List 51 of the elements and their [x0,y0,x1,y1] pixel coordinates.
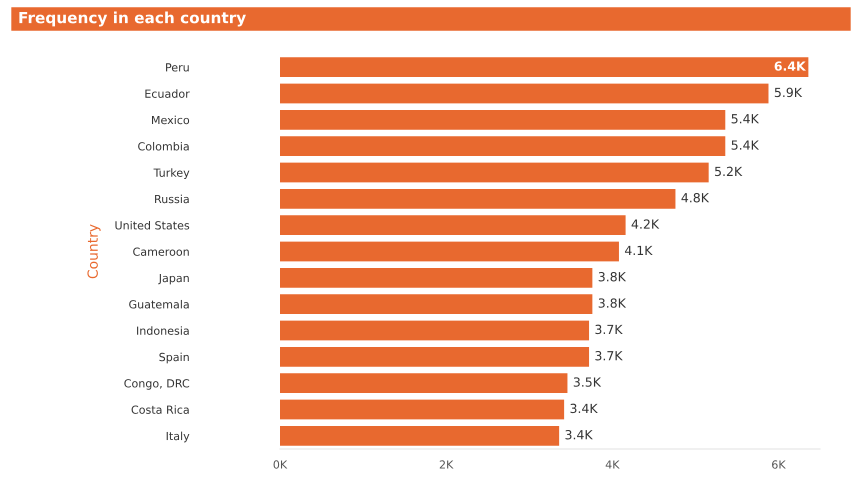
data-label: 5.2K [715,166,742,176]
y-tick-label: Guatemala [129,300,189,309]
data-label: 3.5K [574,377,602,387]
bar [280,84,768,104]
text: Frequency in each country [19,12,246,26]
bar [280,426,560,446]
bar [280,136,726,156]
bar [280,215,626,236]
bar [280,110,726,130]
bar [280,162,709,182]
data-label: 3.8K [598,272,626,282]
data-label: 4.8K [681,193,710,202]
bar [280,57,808,78]
y-tick-label: Congo, DRC [124,379,190,390]
data-label: 5.4K [732,140,760,150]
bar [280,242,619,262]
x-tick-label: 6K [772,460,786,469]
y-tick-label: Mexico [152,116,190,124]
y-axis-title: Country [87,224,101,278]
bar [280,268,592,288]
y-tick-label: Indonesia [137,326,189,335]
y-tick-label: Japan [158,274,189,284]
data-label: 3.7K [595,324,623,334]
data-label: 3.8K [598,298,626,308]
y-tick-label: Costa Rica [132,405,189,414]
bar [280,373,568,394]
data-label: 3.4K [570,404,598,414]
x-tick-label: 2K [440,460,454,469]
y-tick-label: Cameroon [133,247,189,256]
y-tick-label: Italy [166,432,190,442]
y-tick-label: Colombia [138,142,189,151]
bar [280,400,564,420]
x-tick-label: 0K [274,460,288,469]
bar [280,188,676,209]
y-tick-label: Turkey [154,168,190,180]
y-tick-label: United States [115,220,190,230]
x-tick-label: 4K [606,460,620,469]
data-label: 5.9K [774,88,802,98]
y-tick-label: Spain [159,352,189,364]
bar [280,346,590,367]
data-label: 3.7K [595,351,623,360]
bar [280,320,590,340]
y-tick-label: Russia [155,194,189,204]
data-label: 4.1K [624,246,653,255]
y-tick-label: Ecuador [145,89,190,98]
data-label: 4.2K [632,219,660,229]
data-label: 5.4K [732,114,760,124]
y-tick-label: Peru [166,63,189,72]
bar [280,294,592,314]
data-label: 6.4K [774,61,806,71]
data-label: 3.4K [565,430,593,440]
